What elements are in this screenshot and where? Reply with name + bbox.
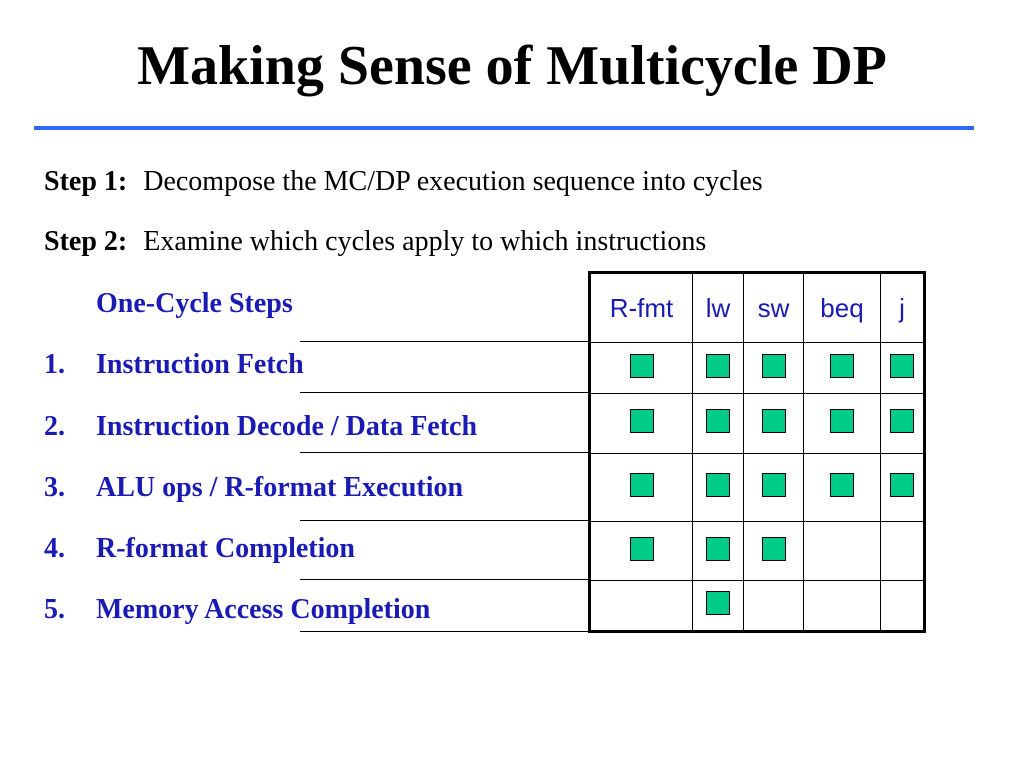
applies-mark [830, 353, 854, 378]
table-cell [803, 521, 881, 581]
applies-mark [629, 409, 654, 433]
step-1-label: Step 1: [44, 166, 128, 197]
table-cell [803, 580, 881, 632]
table-cell [880, 393, 925, 454]
table-cell [880, 342, 925, 394]
step-2-text: Examine which cycles apply to which inst… [143, 226, 707, 257]
table-cell [880, 453, 925, 522]
title-rule [34, 126, 974, 130]
table-cell [589, 393, 693, 454]
row-divider [300, 631, 590, 632]
table-row [589, 453, 925, 522]
slide-title: Making Sense of Multicycle DP [137, 35, 887, 97]
applies-mark [761, 409, 786, 433]
table-cell [743, 580, 804, 632]
row-label: Instruction Decode / Data Fetch [96, 411, 478, 442]
row-divider [300, 520, 590, 521]
applies-mark [706, 536, 730, 561]
row-number: 5. [44, 594, 65, 625]
table-header-row: R-fmt lw sw beq j [589, 272, 925, 343]
applies-mark [890, 409, 914, 433]
table-cell [880, 521, 925, 581]
row-divider [300, 452, 590, 453]
table-row [589, 521, 925, 581]
column-header: beq [803, 272, 881, 343]
row-number: 4. [44, 533, 65, 564]
row-divider [300, 341, 590, 342]
row-label: ALU ops / R-format Execution [96, 472, 464, 503]
table-cell [692, 342, 744, 394]
table-cell [743, 342, 804, 394]
applies-mark [761, 473, 786, 497]
applies-mark [706, 409, 730, 433]
instruction-cycle-table: R-fmt lw sw beq j [588, 271, 926, 633]
table-cell [743, 521, 804, 581]
applies-mark [706, 353, 730, 378]
step-2-label: Step 2: [44, 226, 128, 257]
applies-mark [830, 409, 854, 433]
table-cell [692, 453, 744, 522]
applies-mark [629, 353, 654, 378]
table-cell [589, 580, 693, 632]
table-row [589, 342, 925, 394]
table-cell [589, 453, 693, 522]
step-2: Step 2: Examine which cycles apply to whi… [44, 225, 706, 259]
applies-mark [629, 473, 654, 497]
row-divider [300, 392, 590, 393]
table-cell [743, 393, 804, 454]
table-cell [880, 580, 925, 632]
table-cell [692, 393, 744, 454]
table-cell [589, 521, 693, 581]
applies-mark [761, 353, 786, 378]
column-header: lw [692, 272, 744, 343]
column-header: j [880, 272, 925, 343]
row-number: 2. [44, 411, 65, 442]
row-label: Instruction Fetch [96, 349, 304, 380]
applies-mark [890, 353, 914, 378]
table-cell [692, 580, 744, 632]
table-cell [743, 453, 804, 522]
table-cell [803, 342, 881, 394]
row-divider [300, 579, 590, 580]
column-header: R-fmt [589, 272, 693, 343]
table-heading: One-Cycle Steps [96, 288, 293, 319]
step-1: Step 1: Decompose the MC/DP execution seq… [44, 165, 763, 199]
applies-mark [761, 536, 786, 561]
table-row [589, 393, 925, 454]
row-label: Memory Access Completion [96, 594, 431, 625]
applies-mark [706, 591, 730, 615]
applies-mark [830, 473, 854, 497]
applies-mark [629, 536, 654, 561]
table-cell [589, 342, 693, 394]
column-header: sw [743, 272, 804, 343]
row-number: 3. [44, 472, 65, 503]
table-cell [803, 393, 881, 454]
step-1-text: Decompose the MC/DP execution sequence i… [143, 166, 763, 197]
table-row [589, 580, 925, 632]
row-label: R-format Completion [96, 533, 355, 564]
table-cell [692, 521, 744, 581]
table-cell [803, 453, 881, 522]
applies-mark [706, 473, 730, 497]
row-number: 1. [44, 349, 65, 380]
applies-mark [890, 473, 914, 497]
